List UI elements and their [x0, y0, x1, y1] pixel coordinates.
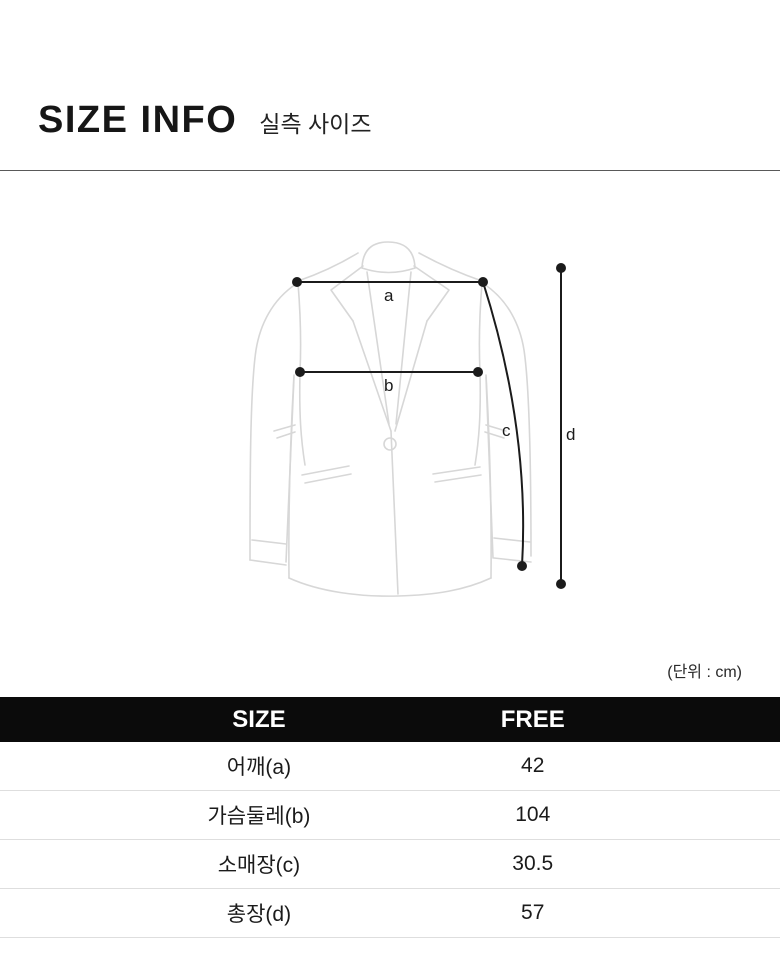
measurement-lines: a b c d — [292, 263, 575, 589]
page-subtitle: 실측 사이즈 — [259, 111, 372, 137]
row-label: 어깨(a) — [226, 756, 292, 779]
measure-label-b: b — [384, 376, 393, 395]
unit-note: (단위 : cm) — [667, 664, 742, 681]
row-value: 57 — [521, 901, 545, 924]
measure-label-d: d — [566, 425, 575, 444]
size-table-header: SIZE FREE — [0, 697, 780, 742]
table-row-length: 총장(d) 57 — [0, 889, 780, 938]
table-row-chest: 가슴둘레(b) 104 — [0, 791, 780, 840]
garment-measurement-diagram: a b c d — [249, 241, 575, 597]
col-header-size: SIZE — [232, 705, 286, 733]
row-label: 소매장(c) — [217, 854, 301, 877]
size-table: SIZE FREE 어깨(a) 42 가슴둘레(b) 104 소매장(c) 30… — [0, 697, 780, 938]
table-row-sleeve: 소매장(c) 30.5 — [0, 840, 780, 889]
page-title: SIZE INFO — [38, 99, 238, 141]
title-divider — [0, 170, 780, 171]
row-label: 가슴둘레(b) — [207, 805, 311, 828]
row-value: 104 — [515, 803, 551, 826]
title-row: SIZE INFO 실측 사이즈 — [38, 99, 372, 142]
measure-label-c: c — [502, 421, 511, 440]
row-label: 총장(d) — [226, 903, 292, 926]
row-value: 30.5 — [512, 852, 554, 875]
table-row-shoulder: 어깨(a) 42 — [0, 742, 780, 791]
col-header-free: FREE — [500, 705, 565, 733]
jacket-sketch — [249, 241, 532, 597]
measure-label-a: a — [384, 286, 394, 305]
row-value: 42 — [521, 754, 545, 777]
